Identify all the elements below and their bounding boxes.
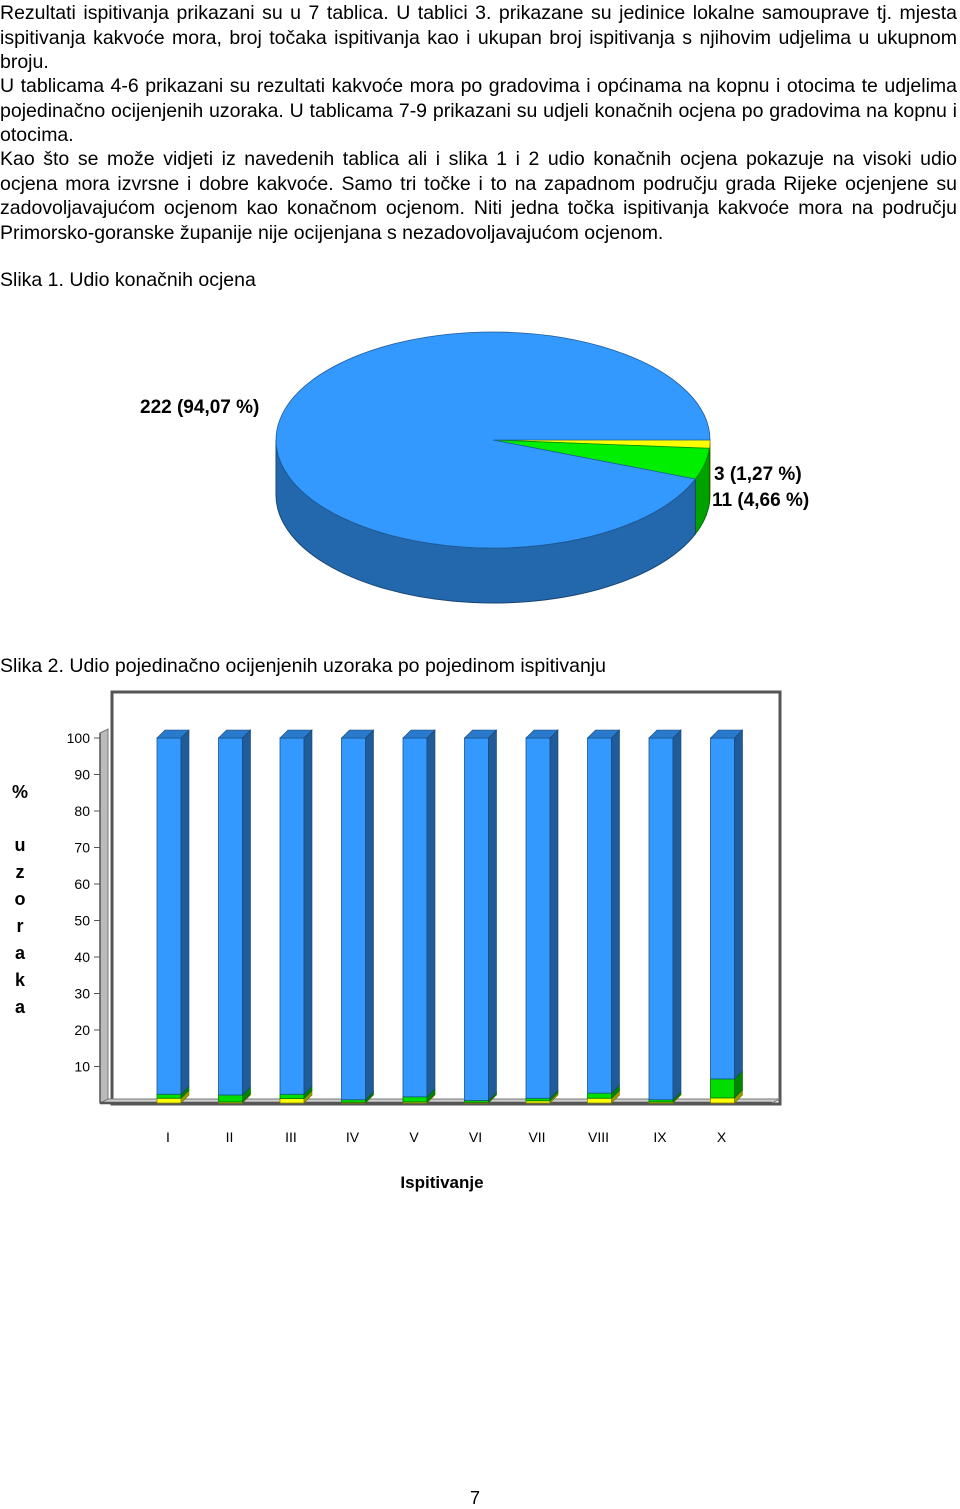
x-tick-label: III [285,1129,297,1145]
figure1-caption: Slika 1. Udio konačnih ocjena [0,269,256,291]
bar-segment [587,737,612,1094]
bar-segment [710,1078,735,1099]
paragraph-intro: Rezultati ispitivanja prikazani su u 7 t… [0,2,957,73]
pie-label-1: 222 (94,07 %) [140,397,259,418]
page-number: 7 [470,1488,481,1508]
y-tick-label: 30 [74,986,90,1002]
paragraph-conclusion: Kao što se može vidjeti iz navedenih tab… [0,148,957,244]
bar-segment [587,1092,612,1099]
paragraph-tables: U tablicama 4-6 prikazani su rezultati k… [0,75,957,146]
bar-top [217,729,252,739]
y-tick-label: 90 [74,767,90,783]
bar-segment-side [734,729,743,1080]
bar-segment [218,737,243,1096]
bar-segment-side [242,729,251,1096]
bar-segment-side [611,729,620,1094]
bar-segment [525,737,551,1099]
x-tick-label: IX [653,1129,667,1145]
y-axis-label-char: a [15,997,26,1017]
x-tick-label: II [226,1129,234,1145]
y-axis-label-char: % [12,782,28,802]
y-axis-label-char: k [15,970,26,990]
y-axis-wall [99,728,109,1104]
y-tick-label: 100 [67,730,91,746]
figure2-caption: Slika 2. Udio pojedinačno ocijenjenih uz… [0,655,606,677]
y-tick-label: 50 [74,913,90,929]
bar-segment-side [365,729,374,1101]
bar-segment [156,1093,182,1099]
bar-segment-side [303,729,313,1095]
bar-segment [710,737,735,1080]
bar-top [463,729,498,739]
bar-segment-side [549,729,559,1099]
bar-segment [279,1093,305,1100]
pie-label-3: 3 (1,27 %) [714,464,802,485]
bar-segment [279,1098,305,1104]
bar-segment-side [672,729,682,1101]
y-axis-label-char: u [15,835,26,855]
x-tick-label: V [409,1129,419,1145]
bar-top [340,729,375,739]
bar-segment [710,1097,735,1104]
bar-top [402,729,436,739]
bar-top [525,729,559,739]
y-axis-label-char: z [16,862,25,882]
pie-chart: 222 (94,07 %) 11 (4,66 %) 3 (1,27 %) [140,331,809,604]
bar-segment [402,1096,428,1103]
x-tick-label: X [717,1129,727,1145]
x-axis-label: Ispitivanje [400,1173,483,1192]
bar-top [156,729,190,739]
bar-segment [218,1094,243,1103]
bar-segment-side [180,729,190,1095]
y-tick-label: 10 [74,1059,90,1075]
bar-segment-side [426,729,436,1098]
bar-segment-side [488,729,497,1102]
bar-segment [648,737,674,1101]
x-tick-label: VII [528,1129,545,1145]
y-tick-label: 20 [74,1022,90,1038]
bar-segment [402,737,428,1098]
bar-segment [156,737,182,1095]
pie-label-2: 11 (4,66 %) [712,490,809,511]
bar-segment [464,737,489,1101]
x-tick-label: IV [346,1129,360,1145]
bar-segment [587,1097,612,1104]
bar-top [648,729,682,739]
pie-slice-3 [275,331,711,549]
y-axis-label-char: o [15,889,26,909]
bar-segment [341,737,366,1101]
y-tick-label: 60 [74,876,90,892]
bar-top [709,729,744,739]
y-axis-label-char: a [15,943,26,963]
bar-segment [156,1097,182,1104]
x-tick-label: VIII [588,1129,609,1145]
bar-top [586,729,621,739]
y-axis-label-char: r [16,916,23,936]
y-tick-label: 70 [74,840,90,856]
bar-top [279,729,313,739]
x-tick-label: VI [469,1129,482,1145]
y-tick-label: 40 [74,949,90,965]
bar-segment [279,737,305,1095]
y-tick-label: 80 [74,803,90,819]
x-tick-label: I [166,1129,170,1145]
